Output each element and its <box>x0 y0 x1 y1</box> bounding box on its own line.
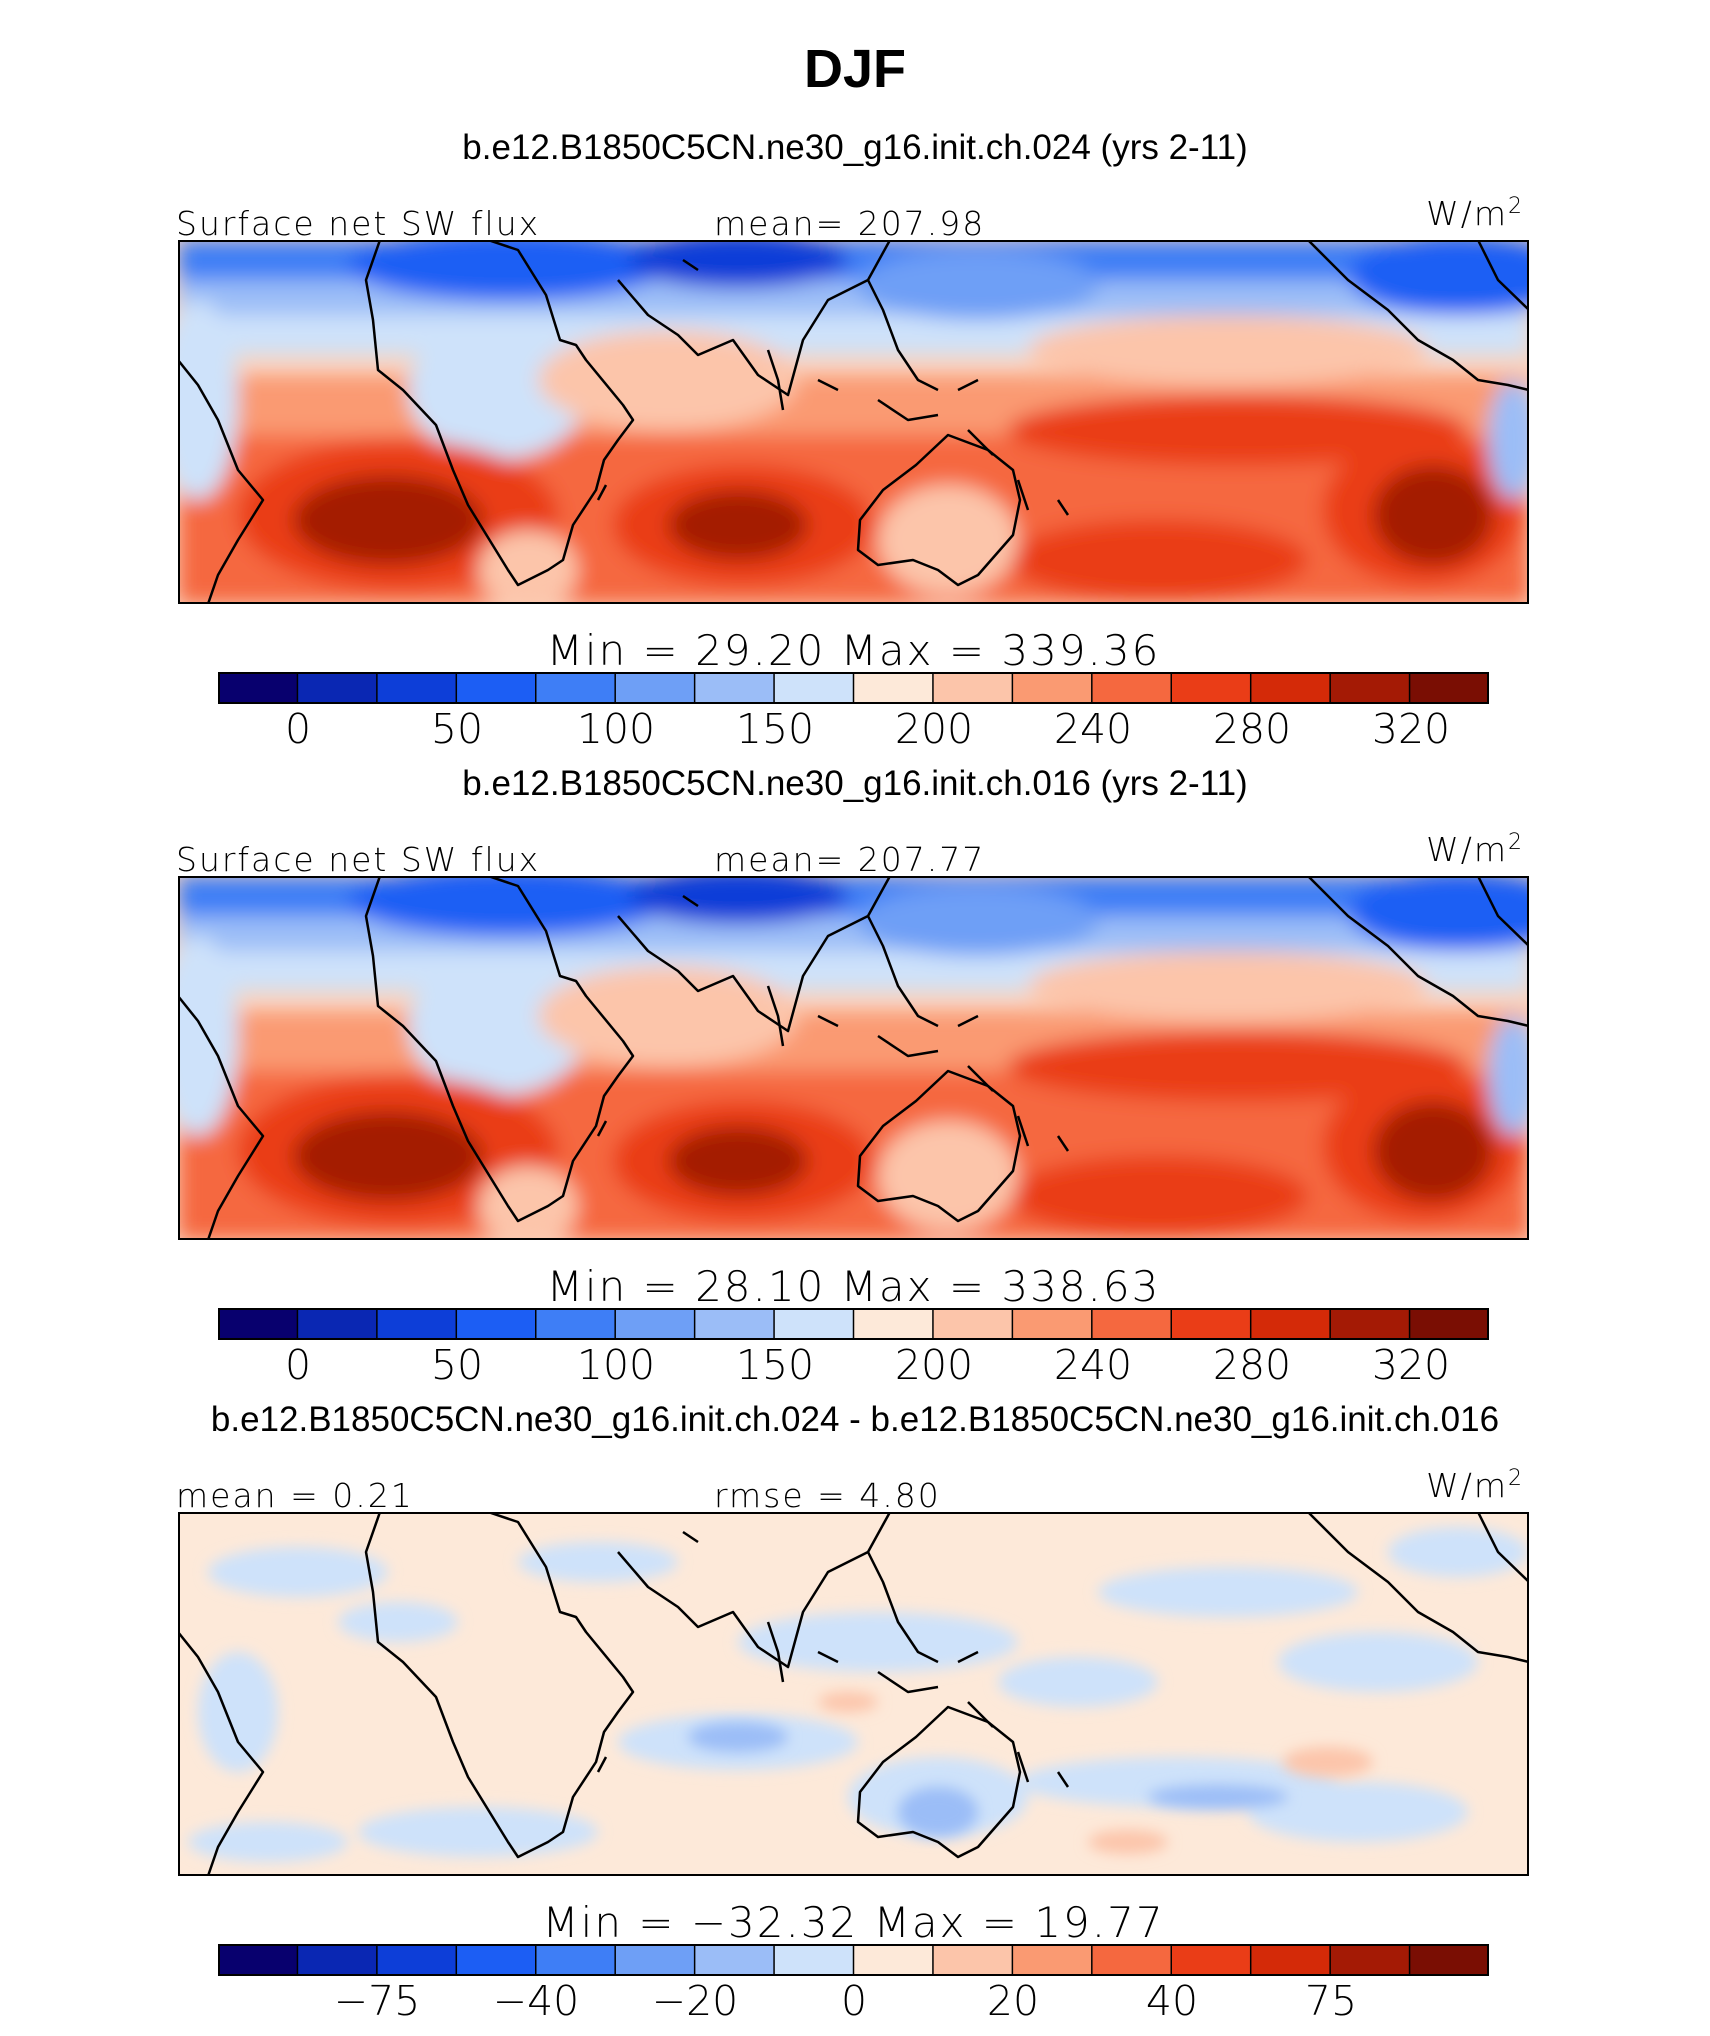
colorbar-3-box <box>376 1943 458 1977</box>
panel-3-title: b.e12.B1850C5CN.ne30_g16.init.ch.024 - b… <box>210 1400 1500 1439</box>
colorbar-2-box <box>1249 1307 1332 1341</box>
panel-3-mean-label: mean = 0.21 <box>176 1476 414 1515</box>
cbar-3-tick: −20 <box>651 1977 739 2025</box>
page-title: DJF <box>803 39 906 99</box>
cbar-1-tick: 320 <box>1371 705 1451 753</box>
cbar-2-tick: 320 <box>1371 1341 1451 1389</box>
panel-1-colorbar <box>217 671 1491 705</box>
cbar-3-tick: −40 <box>492 1977 580 2025</box>
cbar-1-tick: 280 <box>1212 705 1292 753</box>
colorbar-3-border <box>218 1944 1489 1976</box>
colorbar-2-box <box>535 1307 617 1341</box>
colorbar-2-box <box>614 1307 696 1341</box>
colorbar-2-box <box>773 1307 855 1341</box>
colorbar-2-box <box>296 1307 379 1341</box>
colorbar-3-box <box>1249 1943 1332 1977</box>
panel-2-minmax: Min = 28.10 Max = 338.63 <box>546 1262 1161 1311</box>
colorbar-1-box <box>296 671 379 705</box>
panel-2-units: W/m2 <box>1426 830 1524 869</box>
colorbar-3-box <box>1408 1943 1491 1977</box>
panel-3-map <box>178 1512 1529 1876</box>
colorbar-1-box <box>773 671 855 705</box>
panel-3-rmse-label: rmse = 4.80 <box>714 1476 941 1515</box>
colorbar-2-box <box>852 1307 935 1341</box>
colorbar-3-box <box>1091 1943 1173 1977</box>
colorbar-2-box <box>1011 1307 1094 1341</box>
colorbar-1-box <box>852 671 935 705</box>
panel-2-variable-label: Surface net SW flux <box>176 840 541 879</box>
panel-1-mean-label: mean= 207.98 <box>714 204 986 243</box>
colorbar-2-box <box>455 1307 537 1341</box>
panel-2-colorbar <box>217 1307 1491 1341</box>
panel-1-units: W/m2 <box>1426 194 1524 233</box>
cbar-2-tick: 280 <box>1212 1341 1292 1389</box>
cbar-3-tick: 75 <box>1304 1977 1358 2025</box>
cbar-1-tick: 100 <box>576 705 656 753</box>
cbar-2-tick: 0 <box>284 1341 312 1389</box>
colorbar-3-box <box>535 1943 617 1977</box>
colorbar-1-box <box>614 671 696 705</box>
colorbar-1-box <box>1249 671 1332 705</box>
colorbar-3-box <box>217 1943 299 1977</box>
cbar-3-tick: −75 <box>333 1977 421 2025</box>
colorbar-3-box <box>932 1943 1014 1977</box>
cbar-2-tick: 50 <box>430 1341 484 1389</box>
colorbar-1-border <box>218 672 1489 704</box>
colorbar-2-box <box>1170 1307 1252 1341</box>
cbar-2-tick: 150 <box>735 1341 815 1389</box>
colorbar-1-box <box>535 671 617 705</box>
panel-3-units: W/m2 <box>1426 1466 1524 1505</box>
panel-3-minmax: Min = −32.32 Max = 19.77 <box>542 1898 1165 1947</box>
colorbar-1-box <box>455 671 537 705</box>
cbar-3-tick: 20 <box>986 1977 1040 2025</box>
colorbar-3-box <box>1011 1943 1094 1977</box>
colorbar-1-box <box>376 671 458 705</box>
colorbar-1-box <box>1091 671 1173 705</box>
colorbar-1-box <box>1329 671 1411 705</box>
panel-1-title: b.e12.B1850C5CN.ne30_g16.init.ch.024 (yr… <box>462 128 1248 167</box>
colorbar-2-box <box>693 1307 776 1341</box>
cbar-1-tick: 200 <box>894 705 974 753</box>
colorbar-1-box <box>693 671 776 705</box>
colorbar-1-box <box>1011 671 1094 705</box>
colorbar-2-box <box>376 1307 458 1341</box>
colorbar-2-box <box>1408 1307 1491 1341</box>
cbar-2-tick: 100 <box>576 1341 656 1389</box>
panel-2-mean-label: mean= 207.77 <box>714 840 986 879</box>
panel-1-variable-label: Surface net SW flux <box>176 204 541 243</box>
colorbar-1-box <box>1170 671 1252 705</box>
colorbar-3-box <box>852 1943 935 1977</box>
cbar-1-tick: 150 <box>735 705 815 753</box>
colorbar-2-border <box>218 1308 1489 1340</box>
colorbar-2-box <box>217 1307 299 1341</box>
panel-3-colorbar <box>217 1943 1491 1977</box>
colorbar-1-box <box>217 671 299 705</box>
colorbar-2-box <box>932 1307 1014 1341</box>
colorbar-3-box <box>773 1943 855 1977</box>
colorbar-2-box <box>1091 1307 1173 1341</box>
cbar-2-tick: 200 <box>894 1341 974 1389</box>
panel-1-minmax: Min = 29.20 Max = 339.36 <box>546 626 1161 675</box>
cbar-2-tick: 240 <box>1053 1341 1133 1389</box>
panel-1-map <box>178 240 1529 604</box>
colorbar-3-box <box>1170 1943 1252 1977</box>
cbar-3-tick: 40 <box>1145 1977 1199 2025</box>
colorbar-1-box <box>932 671 1014 705</box>
panel-2-map <box>178 876 1529 1240</box>
colorbar-1-box <box>1408 671 1491 705</box>
colorbar-3-box <box>614 1943 696 1977</box>
cbar-3-tick: 0 <box>840 1977 868 2025</box>
colorbar-2-box <box>1329 1307 1411 1341</box>
colorbar-3-box <box>693 1943 776 1977</box>
panel-2-title: b.e12.B1850C5CN.ne30_g16.init.ch.016 (yr… <box>462 764 1248 803</box>
cbar-1-tick: 50 <box>430 705 484 753</box>
colorbar-3-box <box>455 1943 537 1977</box>
colorbar-3-box <box>296 1943 379 1977</box>
colorbar-3-box <box>1329 1943 1411 1977</box>
cbar-1-tick: 240 <box>1053 705 1133 753</box>
cbar-1-tick: 0 <box>284 705 312 753</box>
